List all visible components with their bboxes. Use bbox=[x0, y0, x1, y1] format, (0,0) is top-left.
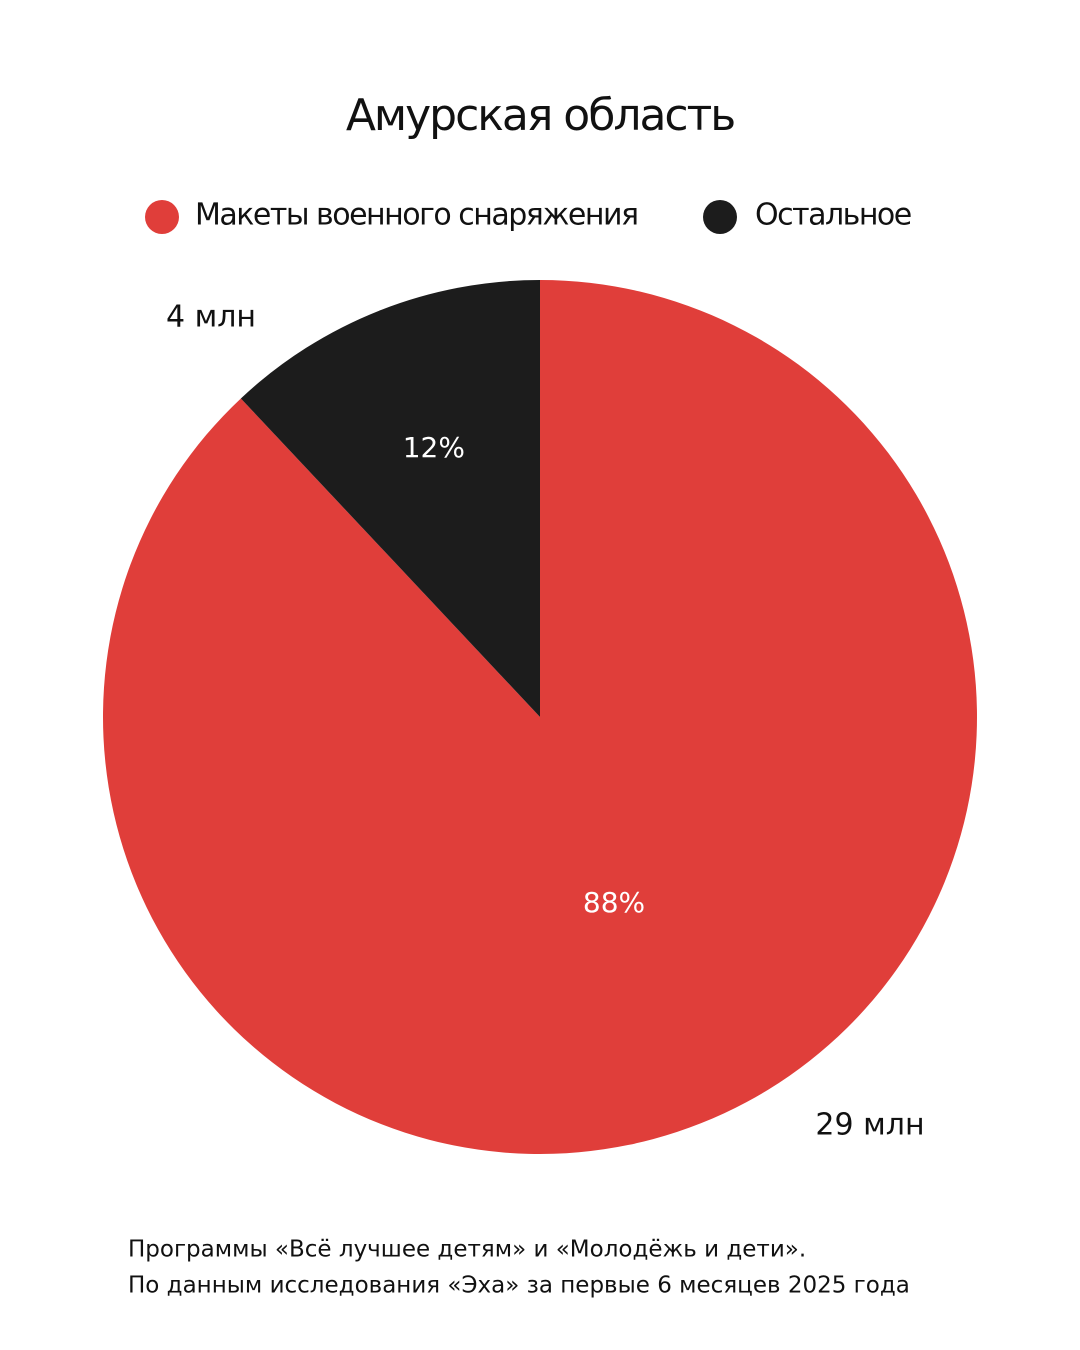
footnote: По данным исследования «Эха» за первые 6… bbox=[128, 1273, 910, 1299]
pie-slice bbox=[240, 280, 541, 717]
pie-slice bbox=[102, 280, 977, 1154]
legend-label: Макеты военного снаряжения bbox=[195, 198, 638, 233]
legend-label: Остальное bbox=[755, 198, 911, 233]
slice-percent-label: 12% bbox=[403, 431, 465, 464]
slice-amount-label: 29 млн bbox=[815, 1108, 924, 1143]
legend-marker bbox=[145, 200, 179, 234]
chart-title: Амурская область bbox=[346, 90, 734, 141]
slice-percent-label: 88% bbox=[583, 886, 645, 919]
slice-amount-label: 4 млн bbox=[166, 300, 256, 335]
legend-marker bbox=[703, 200, 737, 234]
footnote: Программы «Всё лучшее детям» и «Молодёжь… bbox=[128, 1237, 806, 1263]
